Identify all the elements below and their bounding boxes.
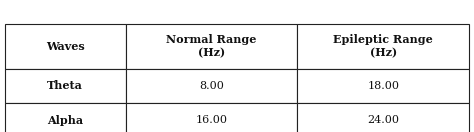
Text: Theta: Theta bbox=[47, 80, 83, 91]
Text: 8.00: 8.00 bbox=[199, 81, 224, 91]
Text: Alpha: Alpha bbox=[47, 115, 83, 126]
Bar bbox=[297, 24, 469, 69]
Bar bbox=[5, 69, 126, 103]
Text: 16.00: 16.00 bbox=[195, 115, 228, 125]
Bar bbox=[126, 24, 297, 69]
Text: Normal Range
(Hz): Normal Range (Hz) bbox=[166, 34, 256, 58]
Text: Epileptic Range
(Hz): Epileptic Range (Hz) bbox=[333, 34, 433, 58]
Bar bbox=[297, 103, 469, 132]
Bar bbox=[126, 69, 297, 103]
Text: 24.00: 24.00 bbox=[367, 115, 399, 125]
Bar bbox=[5, 24, 126, 69]
Text: Waves: Waves bbox=[46, 41, 84, 52]
Bar bbox=[5, 103, 126, 132]
Text: 18.00: 18.00 bbox=[367, 81, 399, 91]
Bar bbox=[126, 103, 297, 132]
Bar bbox=[297, 69, 469, 103]
